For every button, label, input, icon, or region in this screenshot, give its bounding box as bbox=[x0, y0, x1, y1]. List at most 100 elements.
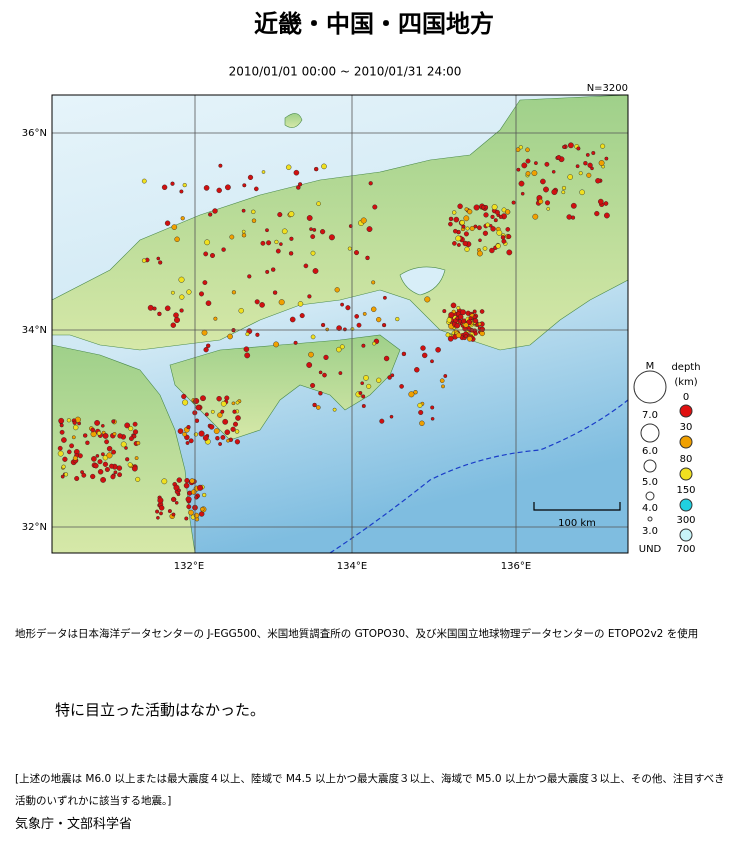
epicenter bbox=[482, 246, 488, 251]
epicenter bbox=[179, 308, 184, 313]
epicenter bbox=[124, 446, 128, 450]
epicenter bbox=[308, 351, 314, 358]
epicenter bbox=[506, 234, 512, 240]
epicenter bbox=[448, 312, 455, 319]
epicenter bbox=[417, 402, 423, 408]
epicenter bbox=[297, 301, 304, 307]
epicenter bbox=[62, 456, 68, 462]
epicenter bbox=[498, 214, 503, 219]
epicenter bbox=[224, 184, 231, 191]
legend-depth: 700 bbox=[676, 544, 695, 555]
epicenter bbox=[303, 263, 309, 269]
epicenter bbox=[473, 318, 479, 324]
epicenter bbox=[97, 459, 103, 465]
epicenter bbox=[387, 375, 392, 380]
epicenter bbox=[520, 191, 525, 196]
epicenter bbox=[101, 452, 105, 457]
epicenter bbox=[505, 227, 511, 232]
epicenter bbox=[478, 238, 482, 243]
epicenter bbox=[469, 225, 475, 231]
epicenter bbox=[116, 465, 123, 471]
epicenter bbox=[309, 227, 313, 231]
epicenter bbox=[186, 289, 192, 295]
title: 近畿・中国・四国地方 bbox=[254, 10, 494, 38]
epicenter bbox=[312, 268, 319, 274]
epicenter bbox=[360, 217, 367, 224]
criteria-note: [上述の地震は M6.0 以上または最大震度４以上、陸域で M4.5 以上かつ最… bbox=[15, 773, 725, 807]
epicenter bbox=[186, 425, 191, 430]
epicenter bbox=[208, 212, 213, 217]
epicenter bbox=[124, 422, 131, 429]
epicenter bbox=[534, 161, 538, 166]
epicenter bbox=[125, 457, 130, 462]
epicenter bbox=[275, 248, 281, 254]
epicenter bbox=[450, 302, 457, 309]
epicenter bbox=[238, 308, 244, 314]
epicenter bbox=[272, 290, 278, 295]
epicenter bbox=[85, 440, 90, 445]
epicenter bbox=[136, 441, 141, 446]
epicenter bbox=[354, 250, 360, 256]
epicenter bbox=[171, 496, 177, 503]
epicenter bbox=[366, 226, 373, 233]
epicenter bbox=[271, 267, 276, 272]
epicenter bbox=[293, 340, 298, 345]
epicenter bbox=[273, 341, 279, 348]
epicenter bbox=[531, 170, 538, 177]
legend-depth: 150 bbox=[676, 485, 695, 496]
epicenter bbox=[184, 478, 190, 484]
epicenter bbox=[576, 146, 581, 151]
epicenter bbox=[241, 208, 246, 213]
shikoku bbox=[169, 334, 401, 441]
epicenter bbox=[318, 370, 323, 375]
epicenter bbox=[362, 311, 367, 316]
epicenter bbox=[234, 429, 240, 434]
epicenter bbox=[218, 442, 223, 446]
legend-magnitude: 7.0 bbox=[642, 410, 658, 421]
epicenter bbox=[191, 489, 197, 495]
epicenter bbox=[74, 476, 80, 482]
epicenter bbox=[312, 402, 317, 408]
epicenter bbox=[220, 434, 226, 440]
epicenter bbox=[235, 400, 240, 405]
epicenter bbox=[204, 239, 211, 246]
epicenter bbox=[204, 412, 209, 417]
epicenter bbox=[320, 229, 326, 235]
legend-color bbox=[679, 404, 693, 418]
epicenter bbox=[298, 182, 303, 187]
epicenter bbox=[202, 280, 208, 285]
epicenter bbox=[241, 229, 246, 234]
epicenter bbox=[254, 299, 260, 305]
legend-color bbox=[679, 435, 693, 449]
epicenter bbox=[468, 316, 473, 321]
epicenter bbox=[167, 509, 172, 514]
epicenter bbox=[401, 351, 407, 357]
epicenter bbox=[598, 198, 604, 205]
epicenter bbox=[356, 322, 362, 328]
epicenter bbox=[155, 509, 160, 514]
epicenter bbox=[203, 185, 210, 191]
epicenter bbox=[345, 305, 351, 311]
epicenter bbox=[430, 405, 435, 410]
epicenter bbox=[538, 198, 544, 204]
epicenter bbox=[453, 216, 460, 223]
agency: 気象庁・文部科学省 bbox=[15, 817, 133, 832]
legend-color bbox=[679, 498, 693, 512]
legend-title: depth bbox=[671, 362, 700, 373]
epicenter bbox=[358, 391, 363, 395]
epicenter bbox=[156, 516, 160, 520]
epicenter bbox=[562, 145, 566, 149]
epicenter bbox=[200, 395, 206, 402]
legend-size bbox=[647, 516, 653, 522]
epicenter bbox=[532, 213, 539, 220]
epicenter bbox=[57, 445, 63, 451]
epicenter bbox=[158, 505, 165, 511]
epicenter bbox=[93, 463, 99, 469]
epicenter bbox=[463, 334, 468, 339]
epicenter bbox=[495, 243, 501, 249]
epicenter bbox=[368, 181, 373, 186]
scale-bar: 100 km bbox=[533, 502, 621, 529]
epicenter bbox=[518, 145, 523, 150]
epicenter bbox=[473, 204, 480, 211]
